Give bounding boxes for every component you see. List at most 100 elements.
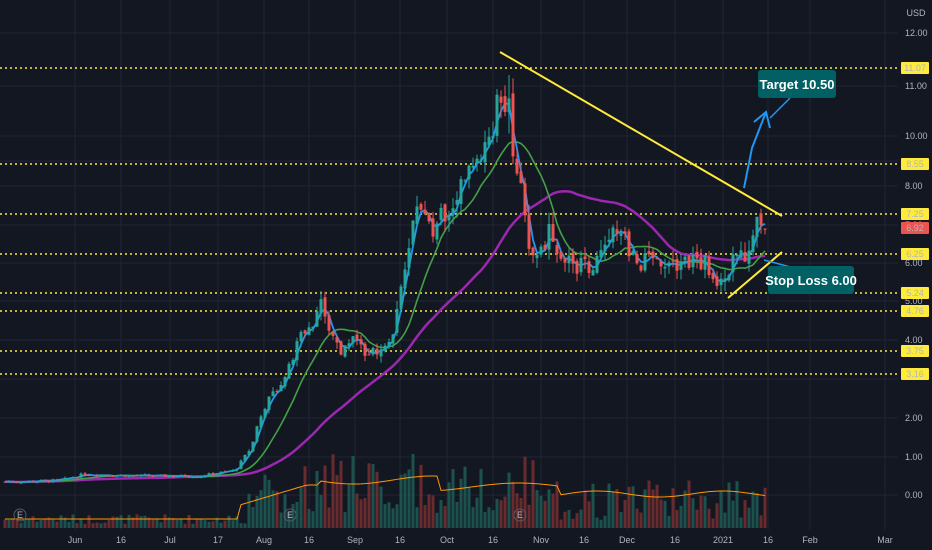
candle-body	[763, 228, 767, 230]
volume-ma-line	[5, 475, 766, 520]
event-marker-label: E	[17, 510, 23, 520]
target-arrow-path	[743, 111, 767, 189]
volume-bar	[407, 469, 411, 528]
candle-body	[539, 246, 543, 255]
candle-body	[267, 396, 271, 410]
volume-bar	[759, 515, 763, 528]
candle-body	[179, 474, 183, 477]
annotations[interactable]: Target 10.50 Stop Loss 6.00	[758, 70, 857, 294]
candle-body	[75, 477, 79, 479]
volume-bar	[303, 466, 307, 528]
candle-body	[111, 475, 115, 477]
volume-bar	[71, 514, 75, 528]
level-badge	[901, 287, 929, 299]
volume-bar	[259, 490, 263, 528]
volume-bar	[727, 482, 731, 528]
volume-bar	[383, 504, 387, 528]
candle-body	[219, 471, 223, 474]
volume-bar	[215, 517, 219, 528]
volume-bar	[263, 474, 267, 528]
level-badge	[901, 345, 929, 357]
volume-bar	[667, 515, 671, 528]
candle-body	[511, 93, 515, 157]
candle-body	[467, 165, 471, 180]
currency-label: USD	[906, 8, 926, 18]
volume-bar	[475, 497, 479, 528]
volume-bar	[335, 474, 339, 528]
candle-body	[7, 481, 11, 483]
volume-bar	[87, 515, 91, 528]
volume-bar	[307, 508, 311, 528]
volume-bar	[551, 493, 555, 528]
volume-bar	[167, 517, 171, 528]
volume-bar	[715, 503, 719, 528]
candle-body	[743, 252, 747, 262]
volume-bar	[291, 503, 295, 528]
volume-bar	[571, 518, 575, 528]
volume-bar	[419, 464, 423, 528]
volume-bar	[107, 519, 111, 528]
candle-body	[199, 476, 203, 478]
volume-bar	[523, 456, 527, 528]
candle-body	[639, 265, 643, 271]
candle-body	[391, 334, 395, 344]
candle-body	[523, 183, 527, 216]
volume-bar	[343, 512, 347, 528]
x-axis[interactable]: Jun 16 Jul 17 Aug 16 Sep 16 Oct 16 Nov 16 Dec 16 2021 1…	[68, 535, 893, 545]
volume-bar	[99, 523, 103, 528]
candle-body	[563, 257, 567, 263]
x-tick-label: Jun	[68, 535, 83, 545]
level-badge	[901, 208, 929, 220]
x-tick-label: 17	[213, 535, 223, 545]
candle-body	[583, 256, 587, 260]
volume-bar	[487, 507, 491, 528]
volume-bar	[547, 489, 551, 528]
y-tick-label: 5.00	[905, 296, 923, 306]
candle-body	[631, 250, 635, 255]
volume-bar	[171, 518, 175, 528]
volume-bar	[587, 501, 591, 528]
candle-body	[475, 158, 479, 164]
candle-body	[699, 257, 703, 270]
volume-bar	[195, 518, 199, 528]
volume-bar	[75, 523, 79, 528]
volume-bar	[675, 510, 679, 528]
volume-bar	[255, 495, 259, 528]
candle-body	[11, 481, 15, 483]
x-tick-label: Aug	[256, 535, 272, 545]
volume-bar	[187, 514, 191, 528]
candle-body	[611, 227, 615, 243]
volume-bar	[447, 482, 451, 528]
volume-bar	[319, 494, 323, 528]
x-tick-label: Nov	[533, 535, 550, 545]
ma-long-line	[4, 190, 766, 484]
last-price-label: 6.92	[906, 223, 924, 233]
volume-bar	[563, 511, 567, 528]
candle-body	[619, 233, 623, 236]
candle-body	[503, 96, 507, 112]
volume-bar	[143, 515, 147, 528]
candle-body	[171, 475, 175, 477]
volume-bar	[607, 483, 611, 528]
volume-bar	[91, 523, 95, 528]
volume-bar	[327, 507, 331, 528]
volume-bar	[275, 491, 279, 528]
volume-bar	[495, 498, 499, 528]
volume-bar	[67, 521, 71, 528]
level-badge	[901, 62, 929, 74]
candle-body	[551, 223, 555, 242]
volume-bar	[599, 519, 603, 528]
candle-body	[243, 454, 247, 461]
y-axis[interactable]: USD0.001.002.004.005.006.007.008.0010.00…	[901, 8, 929, 500]
volume-bar	[531, 460, 535, 528]
candle-body	[183, 474, 187, 477]
volume-bar	[35, 521, 39, 528]
volume-bar	[499, 500, 503, 528]
candle-body	[335, 336, 339, 343]
candle-body	[211, 472, 215, 475]
volume-bar	[347, 484, 351, 528]
candle-body	[79, 473, 83, 478]
volume-bar	[507, 472, 511, 528]
